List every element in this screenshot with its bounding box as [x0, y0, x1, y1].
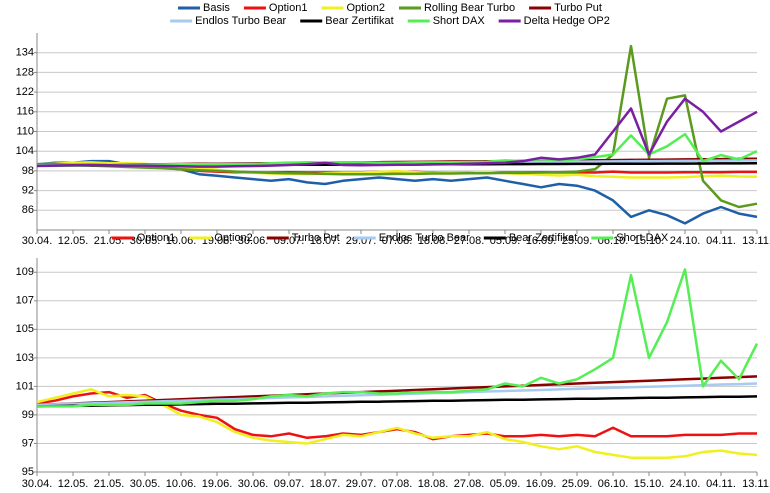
legend-item: Option1 — [111, 232, 176, 244]
x-tick-label: 30.05. — [130, 478, 161, 490]
x-tick-label: 24.10. — [670, 235, 701, 247]
x-tick-label: 10.06. — [166, 478, 197, 490]
x-tick-label: 04.11. — [706, 478, 736, 490]
legend-item: Option2 — [189, 232, 253, 244]
y-tick-label: 103 — [16, 352, 34, 364]
x-tick-label: 12.05. — [58, 478, 89, 490]
x-tick-label: 18.07. — [310, 478, 341, 490]
y-tick-label: 122 — [16, 86, 34, 98]
x-tick-label: 16.09. — [526, 478, 557, 490]
y-tick-label: 105 — [16, 323, 34, 335]
legend-label: Option1 — [269, 2, 308, 14]
x-tick-label: 07.08. — [382, 235, 413, 247]
x-tick-label: 09.07. — [274, 478, 305, 490]
legend-label: Bear Zertifikat — [325, 15, 393, 27]
x-tick-label: 25.09. — [562, 235, 593, 247]
y-tick-label: 99 — [22, 409, 34, 421]
x-tick-label: 16.09. — [526, 235, 557, 247]
legend-label: Rolling Bear Turbo — [424, 2, 515, 14]
y-tick-label: 134 — [16, 47, 34, 59]
x-tick-label: 30.05. — [130, 235, 161, 247]
y-tick-label: 95 — [22, 466, 34, 478]
x-tick-label: 30.06. — [238, 235, 269, 247]
x-tick-label: 29.07. — [346, 478, 377, 490]
legend-label: Endlos Turbo Bear — [379, 232, 470, 244]
legend-label: Short DAX — [616, 232, 669, 244]
legend-label: Bear Zertifikat — [509, 232, 577, 244]
x-tick-label: 15.10. — [634, 235, 665, 247]
y-tick-label: 107 — [16, 295, 34, 307]
legend-label: Endlos Turbo Bear — [195, 15, 286, 27]
y-tick-label: 92 — [22, 185, 34, 197]
legend-item: Bear Zertifikat — [483, 232, 577, 244]
y-tick-label: 86 — [22, 204, 34, 216]
legend-item: Turbo Put — [266, 232, 340, 244]
x-tick-label: 27.08. — [454, 478, 485, 490]
x-tick-label: 30.04. — [22, 235, 53, 247]
y-tick-label: 109 — [16, 266, 34, 278]
legend-label: Basis — [203, 2, 230, 14]
x-tick-label: 07.08. — [382, 478, 413, 490]
legend-label: Turbo Put — [554, 2, 602, 14]
y-tick-label: 116 — [16, 106, 34, 118]
x-tick-label: 06.10. — [598, 478, 629, 490]
x-tick-label: 18.08. — [418, 235, 449, 247]
x-tick-label: 30.04. — [22, 478, 53, 490]
line-series — [37, 268, 759, 408]
legend-item: Bear Zertifikat — [300, 15, 394, 27]
y-tick-label: 98 — [22, 165, 34, 177]
legend-label: Delta Hedge OP2 — [524, 15, 610, 27]
line-series — [36, 97, 758, 168]
x-tick-label: 10.06. — [166, 235, 197, 247]
legend-item: Option2 — [321, 2, 385, 14]
legend-label: Option2 — [346, 2, 385, 14]
y-tick-label: 97 — [22, 437, 34, 449]
x-tick-label: 13.11. — [742, 235, 770, 247]
x-tick-label: 05.09. — [490, 478, 521, 490]
line-series — [37, 44, 758, 209]
x-tick-label: 12.05. — [58, 235, 89, 247]
x-tick-label: 13.11. — [742, 478, 770, 490]
legend-item: Endlos Turbo Bear — [353, 232, 470, 244]
x-tick-label: 25.09. — [562, 478, 593, 490]
x-tick-label: 27.08. — [454, 235, 485, 247]
legend-label: Option1 — [137, 232, 176, 244]
legend-item: Option1 — [243, 2, 308, 14]
legend-item: Delta Hedge OP2 — [498, 15, 610, 27]
x-tick-label: 18.08. — [418, 478, 449, 490]
y-tick-label: 110 — [16, 125, 34, 137]
legend-item: Endlos Turbo Bear — [170, 15, 287, 27]
legend-label: Short DAX — [433, 15, 486, 27]
x-tick-label: 15.10. — [634, 478, 665, 490]
x-tick-label: 04.11. — [706, 235, 736, 247]
x-tick-label: 30.06. — [238, 478, 269, 490]
legend-item: Rolling Bear Turbo — [398, 2, 515, 14]
y-tick-label: 128 — [16, 66, 34, 78]
legend-label: Turbo Put — [292, 232, 340, 244]
y-tick-label: 104 — [16, 145, 34, 157]
legend-label: Option2 — [214, 232, 253, 244]
legend-item: Short DAX — [407, 15, 486, 27]
x-tick-label: 24.10. — [670, 478, 701, 490]
line-series — [36, 390, 757, 441]
legend-item: Short DAX — [591, 232, 669, 244]
x-tick-label: 18.07. — [310, 235, 341, 247]
x-tick-label: 19.06. — [202, 478, 233, 490]
legend-item: Basis — [178, 2, 230, 14]
x-tick-label: 21.05. — [94, 478, 125, 490]
y-tick-label: 101 — [16, 380, 34, 392]
legend-item: Turbo Put — [529, 2, 602, 14]
